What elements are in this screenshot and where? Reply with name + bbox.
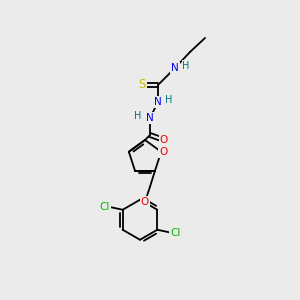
Text: Cl: Cl bbox=[170, 228, 181, 238]
Text: Cl: Cl bbox=[100, 202, 110, 212]
Text: O: O bbox=[159, 147, 167, 157]
Text: O: O bbox=[141, 197, 149, 207]
Text: H: H bbox=[134, 111, 142, 121]
Text: N: N bbox=[154, 97, 162, 107]
Text: N: N bbox=[146, 113, 154, 123]
Text: H: H bbox=[165, 95, 173, 105]
Text: S: S bbox=[138, 79, 146, 92]
Text: O: O bbox=[160, 135, 168, 145]
Text: N: N bbox=[171, 63, 179, 73]
Text: H: H bbox=[182, 61, 190, 71]
